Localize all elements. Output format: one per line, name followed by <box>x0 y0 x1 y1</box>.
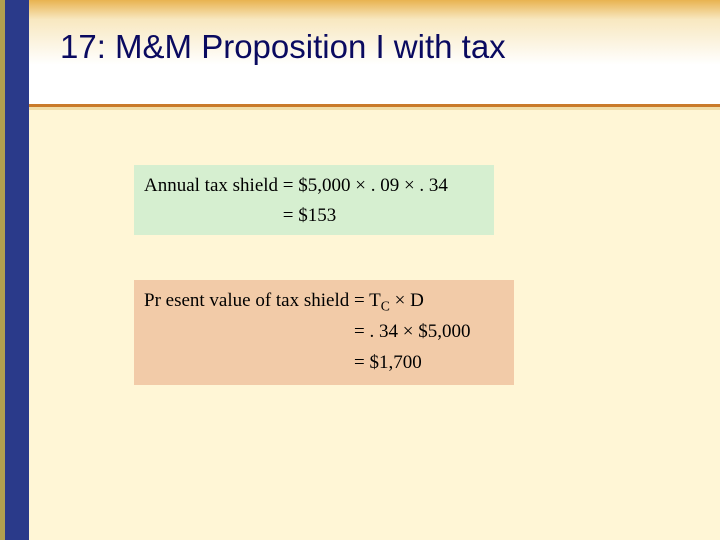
slide-root: 17: M&M Proposition I with tax Annual ta… <box>0 0 720 540</box>
formula2-line2: Pr esent value of tax shield = . 34 × $5… <box>144 317 504 347</box>
equals-sign: = <box>354 290 369 311</box>
formula2-rhs1: TC × D <box>369 290 424 311</box>
equals-sign: = <box>354 352 369 373</box>
formula2-line3: Pr esent value of tax shield = $1,700 <box>144 348 504 378</box>
slide-body: Annual tax shield = $5,000 × . 09 × . 34… <box>29 110 720 540</box>
left-border-inner <box>5 0 29 540</box>
equals-sign: = <box>283 205 298 226</box>
formula2-line1: Pr esent value of tax shield = TC × D <box>144 286 504 317</box>
equals-sign: = <box>354 321 369 342</box>
formula1-rhs1: $5,000 × . 09 × . 34 <box>298 175 448 196</box>
formula1-line1: Annual tax shield = $5,000 × . 09 × . 34 <box>144 171 484 201</box>
left-border-outer <box>0 0 5 540</box>
formula2-lhs: Pr esent value of tax shield <box>144 290 349 311</box>
formula1-lhs: Annual tax shield <box>144 175 278 196</box>
formula1-line2: Annual tax shield = $153 <box>144 201 484 231</box>
left-border <box>0 0 12 540</box>
tax-shield-formula-box: Annual tax shield = $5,000 × . 09 × . 34… <box>134 165 494 235</box>
equals-sign: = <box>283 175 298 196</box>
pv-tax-shield-formula-box: Pr esent value of tax shield = TC × D Pr… <box>134 280 514 385</box>
formula2-rhs2: . 34 × $5,000 <box>369 321 470 342</box>
slide-title: 17: M&M Proposition I with tax <box>60 28 506 66</box>
formula1-result: $153 <box>298 205 336 226</box>
formula2-result: $1,700 <box>369 352 421 373</box>
